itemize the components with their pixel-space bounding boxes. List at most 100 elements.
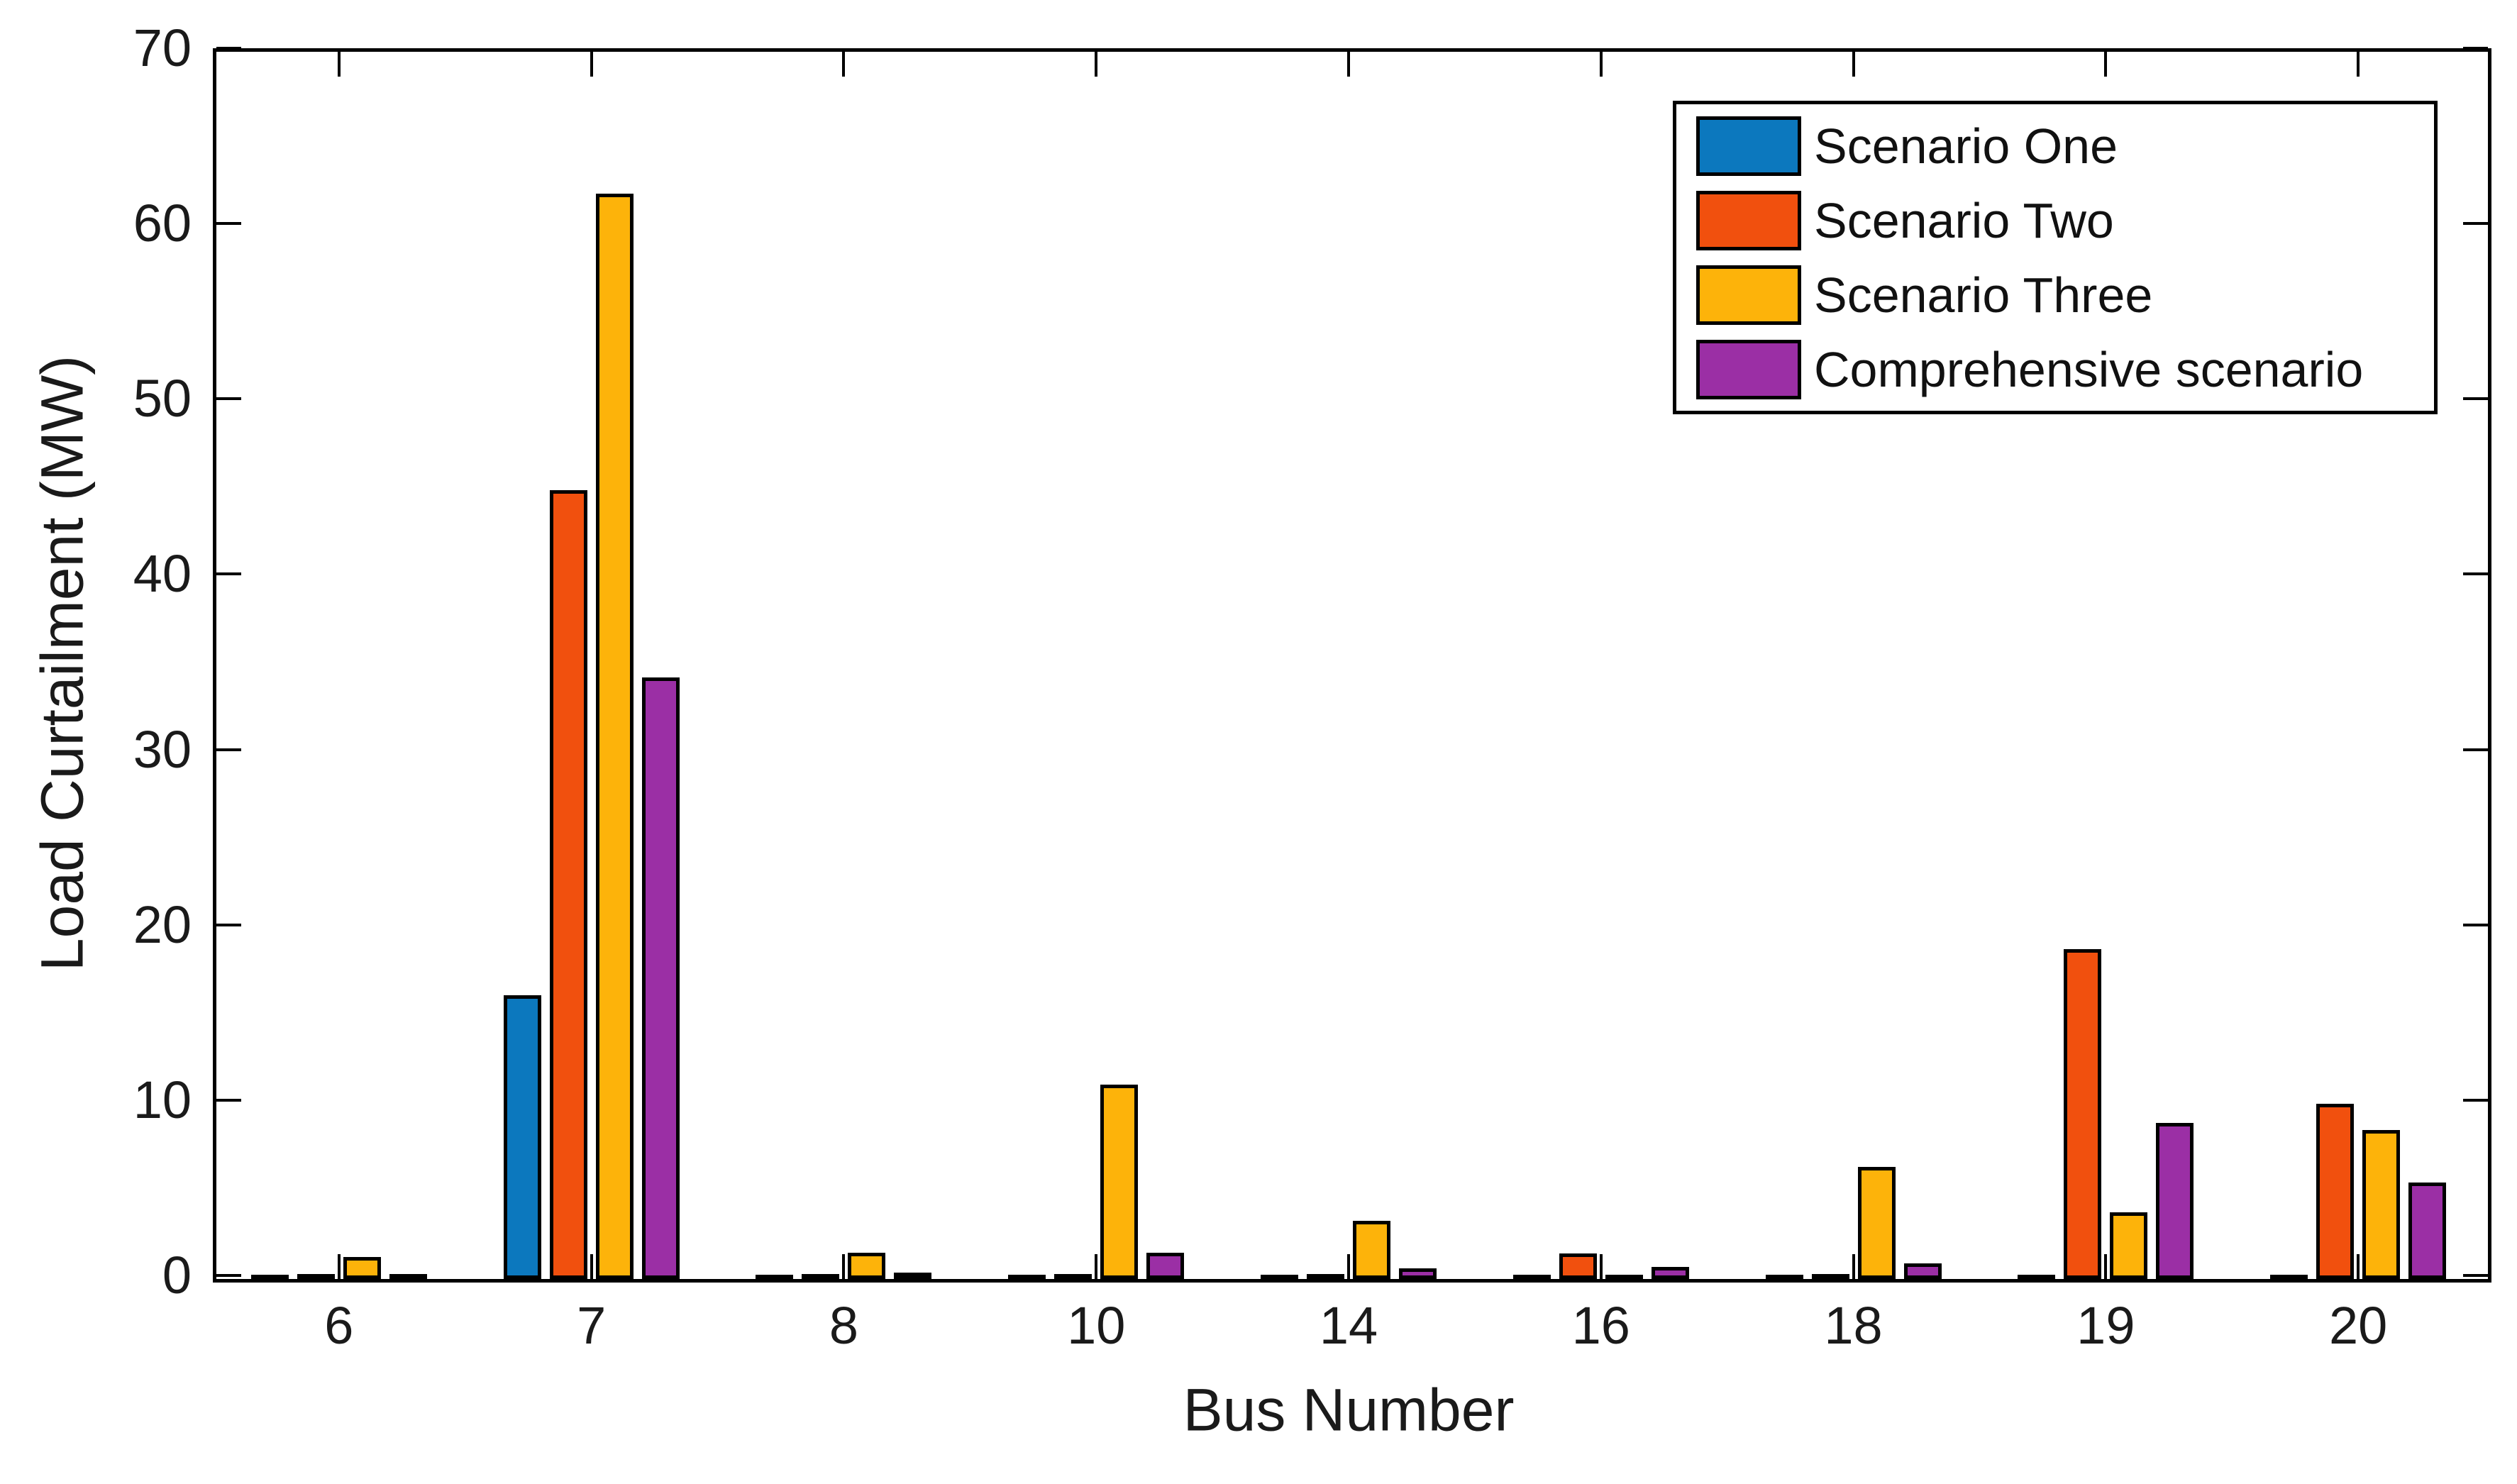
x-tick-label: 19 xyxy=(2076,1296,2135,1355)
bar-scenario-three-bus-14 xyxy=(1353,1221,1390,1279)
bar-comprehensive-scenario-bus-14 xyxy=(1399,1268,1437,1279)
legend-label: Scenario One xyxy=(1814,118,2118,174)
bar-scenario-two-bus-7 xyxy=(549,490,587,1279)
legend-box: Scenario One Scenario Two Scenario Three Co… xyxy=(1673,101,2438,414)
bar-scenario-two-bus-16 xyxy=(1559,1253,1597,1279)
y-tick-mark-left xyxy=(216,923,241,926)
x-tick-mark-bottom xyxy=(1347,1254,1350,1279)
x-tick-mark-top xyxy=(1347,52,1350,77)
x-tick-label: 14 xyxy=(1319,1296,1378,1355)
y-tick-mark-right xyxy=(2463,1098,2488,1102)
bar-scenario-one-bus-10 xyxy=(1008,1275,1046,1282)
bar-comprehensive-scenario-bus-10 xyxy=(1146,1253,1185,1279)
bar-scenario-one-bus-14 xyxy=(1261,1275,1298,1282)
x-tick-label: 16 xyxy=(1571,1296,1630,1355)
y-tick-label: 10 xyxy=(133,1070,192,1129)
bar-scenario-one-bus-16 xyxy=(1512,1275,1551,1282)
bar-scenario-two-bus-20 xyxy=(2316,1104,2355,1279)
x-tick-label: 18 xyxy=(1824,1296,1883,1355)
bar-comprehensive-scenario-bus-19 xyxy=(2156,1123,2194,1279)
bar-scenario-three-bus-16 xyxy=(1605,1275,1643,1282)
legend-row: Scenario Three xyxy=(1676,265,2434,325)
x-tick-mark-bottom xyxy=(590,1254,593,1279)
y-tick-mark-left xyxy=(216,397,241,401)
x-tick-mark-top xyxy=(1095,52,1098,77)
legend-row: Comprehensive scenario xyxy=(1676,339,2434,399)
y-tick-mark-right xyxy=(2463,47,2488,50)
legend-label: Scenario Three xyxy=(1814,267,2153,323)
x-tick-mark-bottom xyxy=(1852,1254,1855,1279)
bar-scenario-one-bus-19 xyxy=(2018,1275,2056,1282)
x-tick-label: 7 xyxy=(577,1296,607,1355)
y-tick-label: 20 xyxy=(133,895,192,954)
y-tick-mark-right xyxy=(2463,572,2488,576)
y-tick-label: 30 xyxy=(133,719,192,779)
x-tick-label: 10 xyxy=(1067,1296,1126,1355)
y-tick-mark-left xyxy=(216,1098,241,1102)
bar-scenario-three-bus-18 xyxy=(1857,1167,1896,1279)
y-tick-mark-left xyxy=(216,748,241,751)
y-tick-mark-left xyxy=(216,572,241,576)
bar-scenario-one-bus-8 xyxy=(756,1275,794,1282)
bar-comprehensive-scenario-bus-7 xyxy=(641,677,680,1279)
x-tick-mark-bottom xyxy=(1095,1254,1098,1279)
y-tick-label: 40 xyxy=(133,544,192,604)
bar-scenario-three-bus-8 xyxy=(848,1253,886,1279)
bar-scenario-three-bus-6 xyxy=(343,1257,381,1279)
y-tick-mark-left xyxy=(216,47,241,50)
y-axis-title: Load Curtailment (MW) xyxy=(28,355,96,972)
legend-label: Comprehensive scenario xyxy=(1814,341,2364,397)
x-tick-mark-bottom xyxy=(337,1254,341,1279)
legend-row: Scenario Two xyxy=(1676,190,2434,250)
x-tick-label: 20 xyxy=(2328,1296,2388,1355)
x-tick-mark-bottom xyxy=(1599,1254,1603,1279)
y-tick-mark-right xyxy=(2463,222,2488,226)
bar-scenario-two-bus-19 xyxy=(2064,949,2102,1279)
y-tick-label: 60 xyxy=(133,194,192,253)
bar-comprehensive-scenario-bus-16 xyxy=(1651,1267,1689,1279)
x-tick-mark-bottom xyxy=(2357,1254,2360,1279)
x-axis-title: Bus Number xyxy=(1183,1376,1515,1444)
legend-swatch-icon xyxy=(1696,265,1801,325)
legend-swatch-icon xyxy=(1696,190,1801,250)
x-tick-mark-top xyxy=(590,52,593,77)
y-tick-mark-right xyxy=(2463,1274,2488,1277)
x-tick-label: 8 xyxy=(829,1296,859,1355)
x-tick-mark-top xyxy=(2104,52,2108,77)
x-tick-mark-top xyxy=(1852,52,1855,77)
bar-comprehensive-scenario-bus-6 xyxy=(389,1274,427,1281)
x-tick-mark-bottom xyxy=(2104,1254,2108,1279)
x-tick-label: 6 xyxy=(324,1296,354,1355)
bar-scenario-two-bus-6 xyxy=(297,1274,335,1281)
legend-row: Scenario One xyxy=(1676,116,2434,176)
bar-scenario-two-bus-14 xyxy=(1307,1274,1344,1281)
y-tick-label: 50 xyxy=(133,369,192,428)
bar-comprehensive-scenario-bus-8 xyxy=(894,1273,932,1280)
bar-scenario-one-bus-7 xyxy=(503,995,541,1279)
y-tick-label: 70 xyxy=(133,18,192,77)
bar-scenario-three-bus-7 xyxy=(595,194,634,1279)
x-tick-mark-top xyxy=(842,52,846,77)
y-tick-mark-right xyxy=(2463,397,2488,401)
x-tick-mark-top xyxy=(2357,52,2360,77)
bar-scenario-one-bus-6 xyxy=(250,1275,289,1282)
y-tick-label: 0 xyxy=(162,1246,192,1305)
bar-comprehensive-scenario-bus-18 xyxy=(1903,1263,1942,1279)
bar-scenario-two-bus-10 xyxy=(1054,1274,1092,1281)
y-tick-mark-right xyxy=(2463,748,2488,751)
bar-scenario-two-bus-18 xyxy=(1811,1274,1849,1281)
x-tick-mark-bottom xyxy=(842,1254,846,1279)
bar-comprehensive-scenario-bus-20 xyxy=(2408,1183,2447,1279)
y-tick-mark-left xyxy=(216,1274,241,1277)
x-tick-mark-top xyxy=(337,52,341,77)
legend-swatch-icon xyxy=(1696,339,1801,399)
bar-scenario-one-bus-20 xyxy=(2270,1275,2308,1282)
bar-scenario-three-bus-20 xyxy=(2362,1130,2401,1279)
bar-scenario-three-bus-10 xyxy=(1100,1085,1139,1279)
legend-swatch-icon xyxy=(1696,116,1801,176)
y-tick-mark-right xyxy=(2463,923,2488,926)
legend-label: Scenario Two xyxy=(1814,192,2114,248)
x-tick-mark-top xyxy=(1599,52,1603,77)
bar-scenario-one-bus-18 xyxy=(1765,1275,1803,1282)
